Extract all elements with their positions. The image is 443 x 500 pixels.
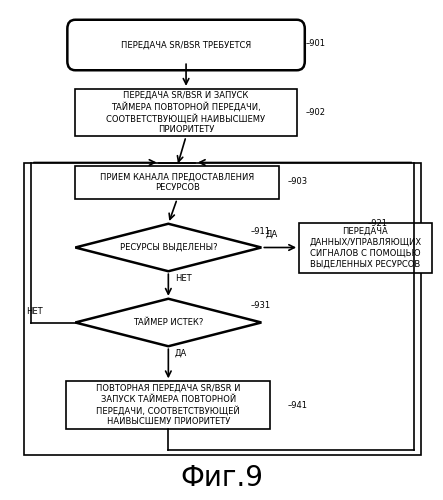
Text: НЕТ: НЕТ <box>27 308 43 316</box>
Text: –931: –931 <box>250 302 270 310</box>
Text: –911: –911 <box>250 226 270 235</box>
Text: ДА: ДА <box>175 349 187 358</box>
Bar <box>75 89 297 136</box>
Bar <box>66 381 270 428</box>
Text: Фиг.9: Фиг.9 <box>180 464 263 491</box>
Text: ДА: ДА <box>266 230 278 238</box>
Polygon shape <box>75 224 261 271</box>
Text: –941: –941 <box>288 400 308 409</box>
Text: ПРИЕМ КАНАЛА ПРЕДОСТАВЛЕНИЯ
РЕСУРСОВ: ПРИЕМ КАНАЛА ПРЕДОСТАВЛЕНИЯ РЕСУРСОВ <box>100 172 254 193</box>
Text: ПЕРЕДАЧА SR/BSR И ЗАПУСК
ТАЙМЕРА ПОВТОРНОЙ ПЕРЕДАЧИ,
СООТВЕТСТВУЮЩЕЙ НАИВЫСШЕМУ
: ПЕРЕДАЧА SR/BSR И ЗАПУСК ТАЙМЕРА ПОВТОРН… <box>106 91 266 134</box>
Text: ТАЙМЕР ИСТЕК?: ТАЙМЕР ИСТЕК? <box>133 318 203 327</box>
Text: ПЕРЕДАЧА SR/BSR ТРЕБУЕТСЯ: ПЕРЕДАЧА SR/BSR ТРЕБУЕТСЯ <box>121 40 251 50</box>
Polygon shape <box>75 299 261 346</box>
Text: ПОВТОРНАЯ ПЕРЕДАЧА SR/BSR И
ЗАПУСК ТАЙМЕРА ПОВТОРНОЙ
ПЕРЕДАЧИ, СООТВЕТСТВУЮЩЕЙ
Н: ПОВТОРНАЯ ПЕРЕДАЧА SR/BSR И ЗАПУСК ТАЙМЕ… <box>96 384 241 426</box>
Bar <box>75 166 279 198</box>
Text: –903: –903 <box>288 176 308 186</box>
FancyBboxPatch shape <box>67 20 305 70</box>
Text: НЕТ: НЕТ <box>175 274 192 283</box>
Text: –902: –902 <box>306 108 326 117</box>
Text: –901: –901 <box>306 40 326 48</box>
Text: РЕСУРСЫ ВЫДЕЛЕНЫ?: РЕСУРСЫ ВЫДЕЛЕНЫ? <box>120 243 217 252</box>
Text: ПЕРЕДАЧА
ДАННЫХ/УПРАВЛЯЮЩИХ
СИГНАЛОВ С ПОМОЩЬЮ
ВЫДЕЛЕННЫХ РЕСУРСОВ: ПЕРЕДАЧА ДАННЫХ/УПРАВЛЯЮЩИХ СИГНАЛОВ С П… <box>309 227 422 268</box>
Bar <box>24 162 421 455</box>
Bar <box>299 222 432 272</box>
Text: –921: –921 <box>368 219 388 228</box>
